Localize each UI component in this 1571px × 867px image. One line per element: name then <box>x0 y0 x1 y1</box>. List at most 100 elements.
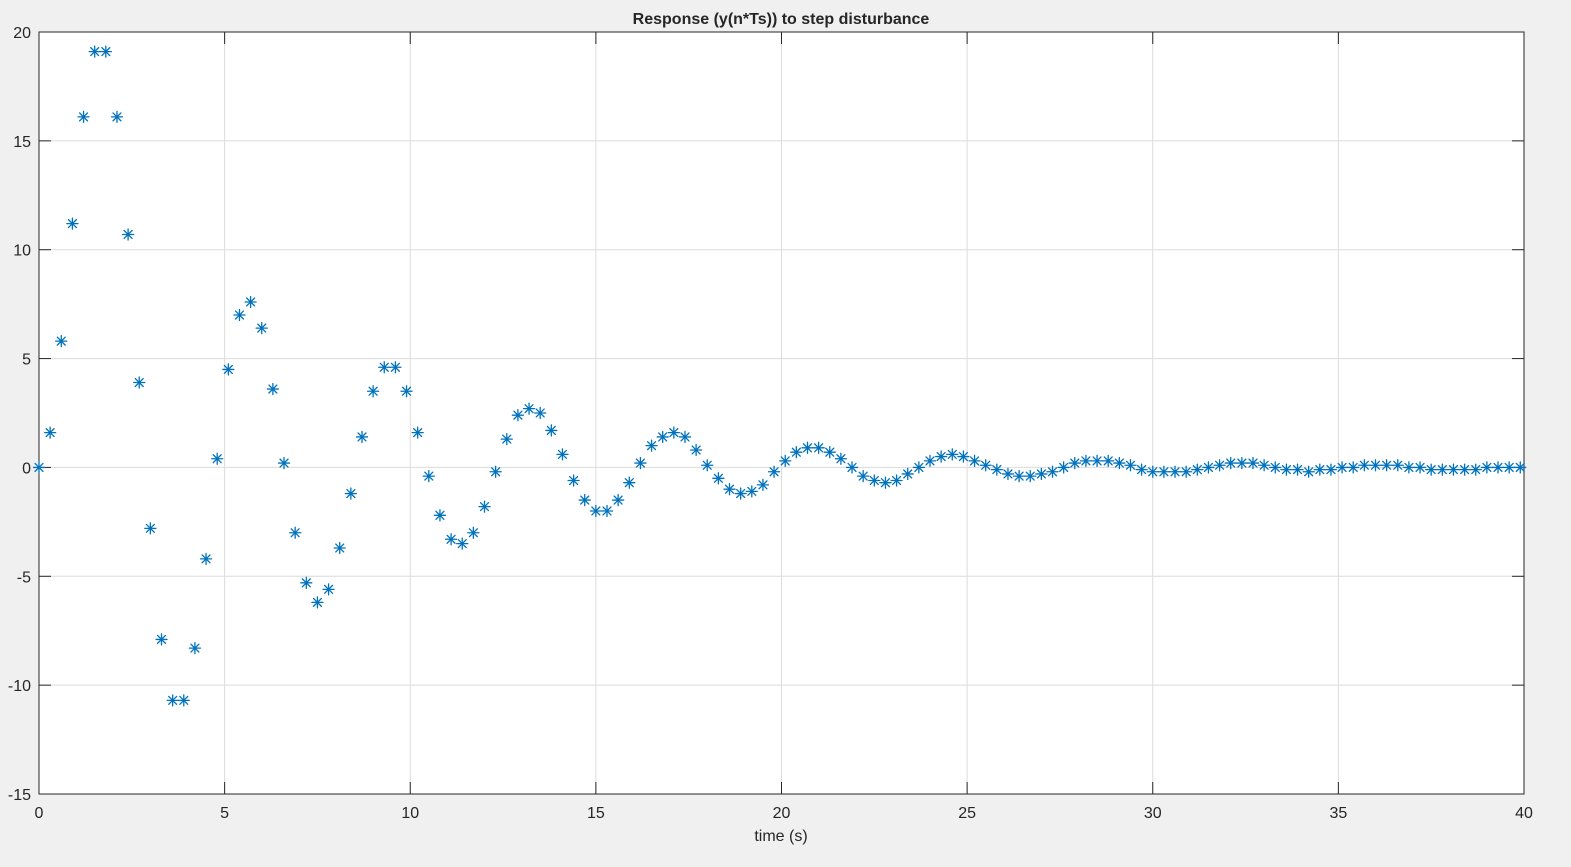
data-point <box>244 295 257 309</box>
data-point <box>701 459 714 472</box>
data-point <box>144 522 157 535</box>
data-point <box>723 483 736 496</box>
data-point <box>166 694 179 707</box>
data-point <box>868 474 881 487</box>
data-point <box>411 426 424 439</box>
x-tick-label: 30 <box>1144 805 1162 822</box>
data-point <box>1157 465 1171 478</box>
data-point <box>1057 461 1070 474</box>
data-point <box>311 596 324 609</box>
data-point <box>834 452 848 465</box>
data-point <box>500 432 513 446</box>
data-point <box>689 443 703 457</box>
data-point <box>366 385 380 398</box>
data-point <box>990 463 1003 476</box>
data-point <box>1447 463 1460 476</box>
data-point <box>745 485 758 498</box>
data-point <box>979 459 992 472</box>
data-point <box>578 493 591 507</box>
data-point <box>946 448 959 461</box>
data-point <box>589 504 603 518</box>
data-point <box>199 552 213 566</box>
data-point <box>634 456 647 470</box>
data-point <box>645 439 658 452</box>
data-point <box>534 406 547 420</box>
data-point <box>1046 465 1059 478</box>
x-tick-label: 40 <box>1515 805 1533 822</box>
data-point <box>1079 454 1093 468</box>
data-point <box>333 541 346 555</box>
data-point <box>55 335 68 348</box>
data-point <box>1380 459 1393 472</box>
ticks <box>38 31 1525 795</box>
data-point <box>1168 465 1182 478</box>
data-point <box>433 509 447 522</box>
data-point <box>957 450 970 463</box>
data-point <box>779 454 792 468</box>
data-point <box>66 217 79 230</box>
y-tick-labels: 20 15 10 5 0 -5 -10 -15 <box>8 25 31 804</box>
data-point <box>389 361 402 374</box>
x-axis-label: time (s) <box>754 828 807 845</box>
data-point <box>1124 459 1137 472</box>
data-point <box>600 504 614 518</box>
data-point <box>1001 467 1015 481</box>
data-point <box>188 641 202 655</box>
data-point <box>1313 463 1326 476</box>
data-point <box>1491 461 1505 474</box>
data-point <box>556 448 569 461</box>
data-point <box>1035 467 1048 481</box>
data-point <box>355 430 369 444</box>
data-point <box>1012 469 1026 483</box>
data-point <box>823 446 836 459</box>
data-point <box>790 446 803 459</box>
data-point <box>233 308 246 322</box>
data-point <box>77 110 90 124</box>
data-point <box>222 363 235 376</box>
data-point <box>845 461 859 474</box>
data-point <box>1391 459 1404 472</box>
data-point <box>1458 463 1471 476</box>
data-series <box>32 45 1527 707</box>
data-point <box>1246 456 1260 470</box>
data-point <box>767 465 781 478</box>
data-point <box>1280 463 1293 476</box>
data-point <box>1191 463 1204 476</box>
x-tick-label: 5 <box>220 805 229 822</box>
x-tick-label: 20 <box>773 805 791 822</box>
data-point <box>378 361 391 374</box>
data-point <box>1235 456 1248 470</box>
data-point <box>444 533 458 546</box>
data-point <box>344 487 358 500</box>
data-point <box>968 454 981 468</box>
data-point <box>545 424 558 437</box>
data-point <box>522 402 536 415</box>
data-point <box>277 456 291 470</box>
data-point <box>879 476 892 489</box>
data-point <box>623 476 636 489</box>
data-point <box>110 110 124 124</box>
data-point <box>1302 465 1315 478</box>
data-point <box>1257 459 1271 472</box>
x-tick-labels: 0 5 10 15 20 25 30 35 40 <box>35 805 1533 822</box>
data-point <box>667 426 680 439</box>
data-point <box>1402 461 1416 474</box>
data-point <box>801 441 814 454</box>
data-point <box>1102 454 1115 468</box>
data-point <box>1180 465 1193 478</box>
data-point <box>1503 461 1516 474</box>
data-point <box>1324 463 1338 476</box>
data-point <box>99 45 112 58</box>
x-tick-label: 15 <box>587 805 605 822</box>
data-point <box>467 526 480 539</box>
chart-title: Response (y(n*Ts)) to step disturbance <box>633 11 930 28</box>
y-tick-label: 20 <box>13 25 31 42</box>
data-point <box>1436 463 1449 476</box>
data-point <box>712 472 725 485</box>
data-point <box>511 409 525 422</box>
x-tick-label: 0 <box>35 805 44 822</box>
data-point <box>1113 456 1126 470</box>
y-tick-label: 10 <box>13 243 31 260</box>
data-point <box>934 450 948 463</box>
